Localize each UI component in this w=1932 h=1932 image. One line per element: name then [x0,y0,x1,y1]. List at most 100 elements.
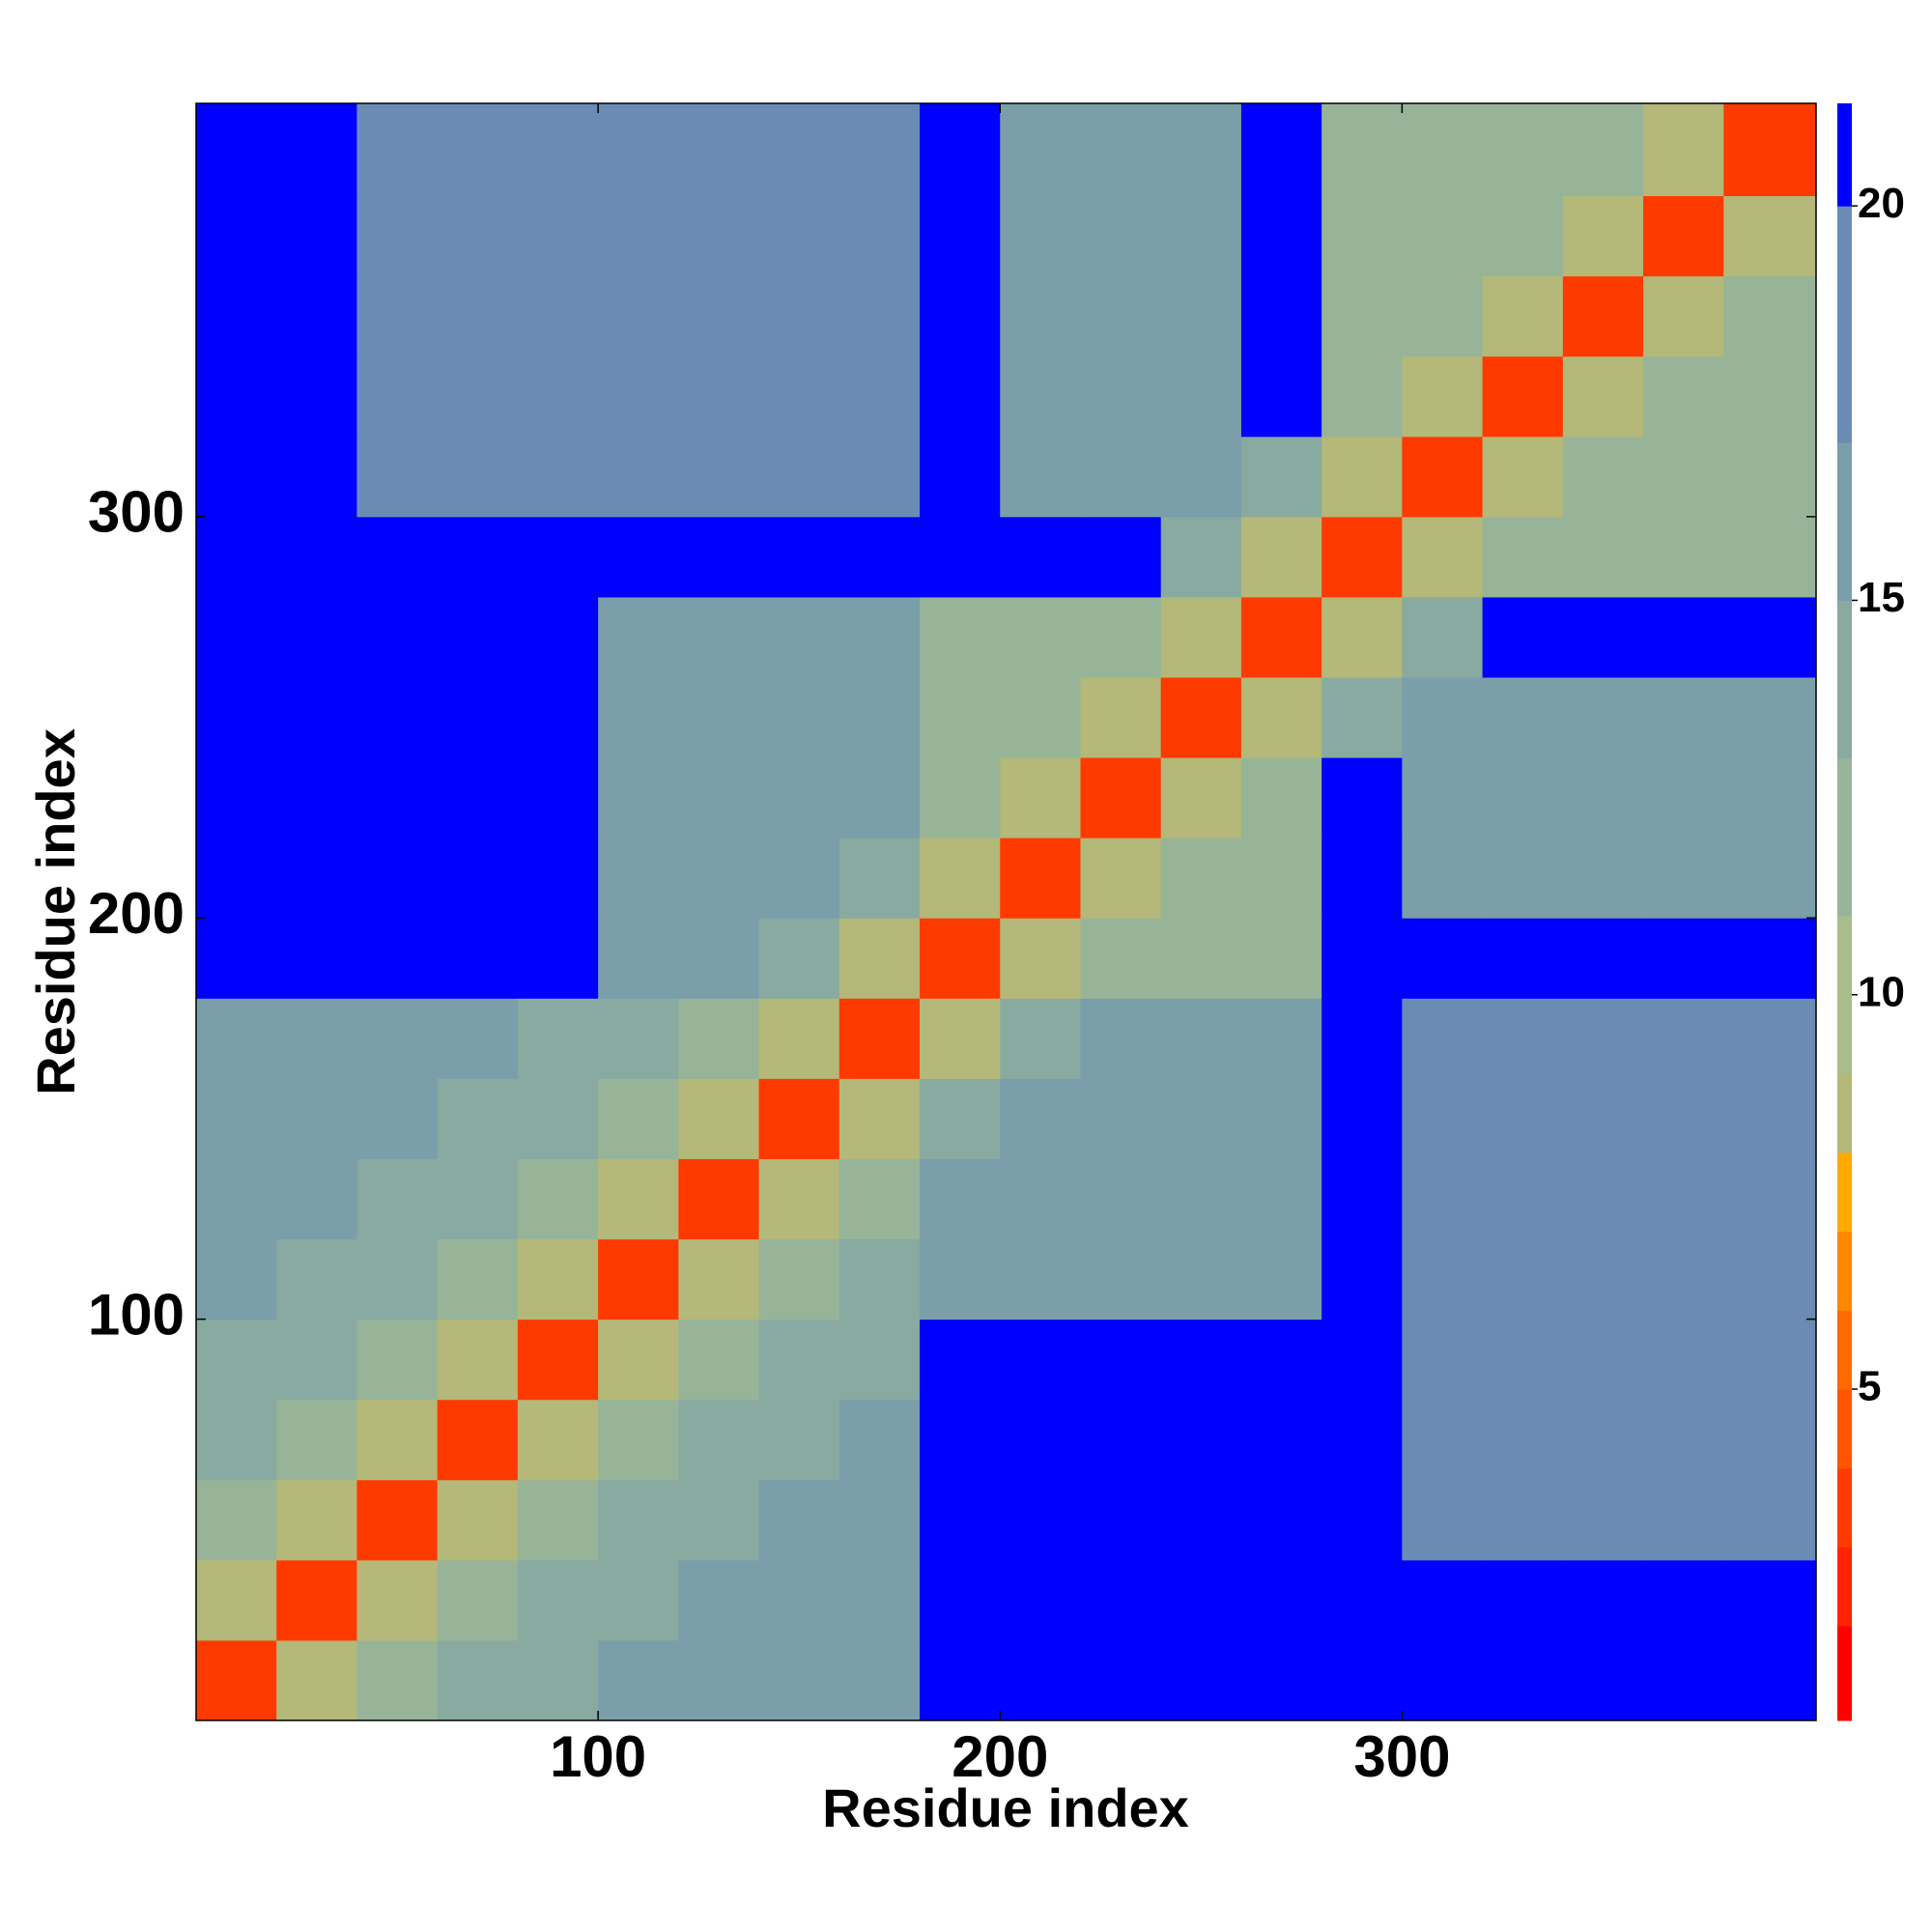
heatmap-cell [517,195,599,277]
heatmap-cell [598,1479,679,1561]
heatmap-cell [598,998,679,1079]
heatmap-cell [1000,1559,1081,1641]
heatmap-cell [356,1319,439,1401]
heatmap-cell [1482,677,1564,758]
heatmap-cell [678,1158,760,1240]
heatmap-cell [1321,838,1403,919]
heatmap-cell [1562,757,1644,838]
heatmap-cell [517,1238,599,1321]
heatmap-cell [1321,757,1403,838]
heatmap-cell [1482,103,1564,197]
heatmap-cell [1080,838,1162,919]
colorbar-band [1837,916,1852,1074]
heatmap-cell [598,1238,679,1321]
heatmap-cell [356,436,439,518]
heatmap-cell [758,275,840,357]
heatmap-cell [678,1238,760,1321]
heatmap-cell [356,516,439,598]
heatmap-cell [437,998,519,1079]
heatmap-cell [1643,436,1724,518]
heatmap-cell [1321,1319,1403,1401]
heatmap-cell [1000,596,1081,678]
heatmap-cell [196,1479,277,1561]
heatmap-cell [1723,195,1817,277]
x-tick-label: 100 [550,1724,646,1789]
heatmap-cell [1240,918,1322,999]
colorbar-band [1837,757,1852,917]
heatmap-cell [1643,677,1724,758]
heatmap-cell [517,1319,599,1401]
heatmap-cell [437,1319,519,1401]
heatmap-cell [1321,516,1403,598]
heatmap-cell [196,1078,277,1159]
heatmap-cell [678,998,760,1079]
heatmap-cell [1321,275,1403,357]
heatmap-cell [1643,103,1724,197]
heatmap-cell [1482,596,1564,678]
heatmap-cell [838,275,921,357]
heatmap-cell [1000,1319,1081,1401]
heatmap-cell [838,1158,921,1240]
heatmap-cell [437,1399,519,1481]
heatmap-cell [1402,998,1484,1079]
heatmap-cell [1240,1559,1322,1641]
heatmap-cell [678,355,760,438]
heatmap-cell [1402,838,1484,919]
heatmap-cell [1643,195,1724,277]
heatmap-cell [1240,1078,1322,1159]
heatmap-cell [1080,355,1162,438]
heatmap-cell [356,103,439,197]
colorbar-band [1837,442,1852,601]
heatmap-cell [1321,596,1403,678]
heatmap-cell [1643,998,1724,1079]
heatmap-cell [517,355,599,438]
heatmap-cell [1643,275,1724,357]
heatmap-cell [1643,1158,1724,1240]
heatmap-cell [517,918,599,999]
heatmap-cell [1160,1238,1242,1321]
heatmap-cell [1723,1238,1817,1321]
heatmap-cell [598,677,679,758]
heatmap-cell [1240,1479,1322,1561]
heatmap-cell [1482,436,1564,518]
heatmap-cell [1080,103,1162,197]
heatmap-cell [1482,1238,1564,1321]
heatmap-cell [276,1479,357,1561]
heatmap-cell [1643,1319,1724,1401]
heatmap-cell [276,275,357,357]
heatmap-cell [678,838,760,919]
heatmap-cell [1402,103,1484,197]
heatmap-cell [437,677,519,758]
heatmap-cell [1000,1158,1081,1240]
heatmap-cell [1643,1479,1724,1561]
heatmap-cell [1482,1639,1564,1721]
heatmap-cell [356,1639,439,1721]
heatmap-cell [838,596,921,678]
heatmap-cell [1562,1158,1644,1240]
heatmap-cell [1723,677,1817,758]
heatmap-cell [678,1639,760,1721]
heatmap-cell [838,1238,921,1321]
heatmap-cell [758,1479,840,1561]
heatmap-cell [1080,275,1162,357]
plot-frame [195,102,1817,1721]
y-tick-label: 200 [88,881,185,946]
heatmap-cell [758,677,840,758]
heatmap-cell [758,195,840,277]
heatmap-cell [196,516,277,598]
heatmap-cell [1321,677,1403,758]
heatmap-cell [437,436,519,518]
heatmap-cell [920,1479,1001,1561]
heatmap-cell [1402,757,1484,838]
heatmap-cell [920,596,1001,678]
heatmap-cell [1160,596,1242,678]
heatmap-cell [1562,1399,1644,1481]
heatmap-cell [196,103,277,197]
heatmap-cell [1000,195,1081,277]
heatmap-cell [758,1639,840,1721]
heatmap-cell [1160,757,1242,838]
heatmap-cell [437,757,519,838]
heatmap-cell [838,677,921,758]
heatmap-cell [276,596,357,678]
heatmap-cell [1402,436,1484,518]
